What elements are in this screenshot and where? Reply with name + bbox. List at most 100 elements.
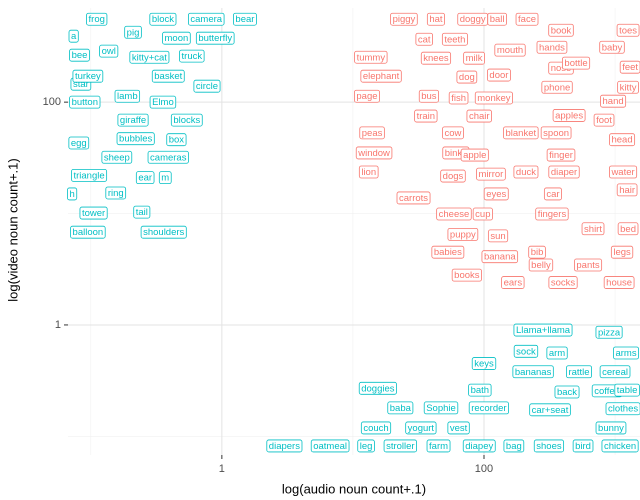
point-label: giraffe	[117, 113, 149, 127]
point-label: hand	[600, 94, 627, 108]
label-text: truck	[182, 51, 203, 62]
label-text: hat	[429, 14, 443, 25]
point-label: Llama+llama	[513, 323, 573, 337]
label-text: hands	[539, 42, 565, 53]
label-box	[68, 29, 79, 43]
point-label: peas	[359, 126, 385, 140]
point-label: bubbles	[116, 132, 155, 146]
point-label: arms	[613, 346, 640, 360]
label-box	[543, 187, 562, 201]
label-box	[456, 70, 478, 84]
label-text: hand	[603, 96, 624, 107]
label-box	[124, 25, 142, 39]
label-box	[447, 421, 470, 435]
label-box	[116, 132, 155, 146]
point-label: turkey	[72, 69, 104, 83]
label-text: owl	[102, 46, 116, 57]
label-text: books	[454, 270, 480, 281]
label-box	[503, 126, 539, 140]
point-label: bee	[69, 48, 90, 62]
label-box	[405, 421, 437, 435]
label-text: cereal	[602, 367, 628, 378]
label-text: socks	[551, 278, 576, 289]
label-text: bananas	[515, 367, 552, 378]
label-box	[535, 207, 569, 221]
point-label: foot	[593, 113, 615, 127]
label-box	[396, 191, 431, 205]
label-box	[562, 56, 591, 70]
label-box	[195, 31, 235, 45]
point-label: bath	[468, 383, 492, 397]
label-box	[595, 325, 623, 339]
point-label: baba	[387, 401, 414, 415]
label-box	[603, 276, 635, 289]
label-text: bag	[506, 441, 522, 452]
label-text: kitty	[620, 82, 637, 93]
point-label: cheese	[436, 207, 472, 221]
label-text: head	[611, 135, 632, 146]
label-text: shoes	[536, 441, 562, 452]
label-text: house	[606, 278, 632, 289]
point-label: egg	[68, 136, 90, 150]
point-label: chair	[466, 109, 492, 123]
label-text: tail	[136, 207, 148, 218]
label-text: sock	[516, 346, 536, 357]
label-box	[414, 109, 438, 123]
point-label: books	[451, 268, 482, 282]
label-text: doggies	[361, 383, 395, 394]
label-box	[487, 68, 511, 82]
point-label: arm	[546, 346, 568, 360]
point-label: apples	[552, 109, 586, 122]
label-text: triangle	[73, 170, 104, 181]
label-box	[357, 439, 375, 453]
x-tick-label: 1	[219, 463, 225, 475]
label-text: fingers	[538, 209, 567, 220]
label-text: window	[357, 148, 390, 159]
label-box	[601, 439, 639, 453]
label-box	[70, 225, 106, 239]
label-text: turkey	[75, 71, 101, 82]
label-text: book	[551, 25, 572, 36]
point-label: owl	[99, 44, 119, 58]
point-label: lion	[358, 165, 379, 179]
point-label: bed	[617, 222, 639, 236]
point-label: carrots	[396, 191, 431, 205]
label-text: dogs	[443, 171, 464, 182]
label-box	[605, 402, 640, 416]
label-box	[529, 403, 571, 417]
point-label: bus	[418, 89, 439, 103]
label-box	[546, 346, 568, 360]
point-label: yogurt	[405, 421, 437, 435]
label-text: bed	[620, 224, 636, 235]
label-box	[546, 148, 576, 162]
label-text: oatmeal	[313, 441, 347, 452]
label-box	[593, 113, 615, 127]
label-box	[614, 383, 640, 397]
label-text: piggy	[393, 14, 416, 25]
label-text: baba	[390, 403, 412, 414]
point-label: a	[68, 29, 79, 43]
label-text: bubbles	[119, 134, 153, 145]
label-text: Sophie	[426, 403, 456, 414]
label-box	[149, 12, 177, 26]
label-text: doggy	[460, 14, 486, 25]
label-text: car+seat	[532, 405, 569, 416]
point-label: banana	[481, 250, 519, 264]
point-label: phone	[541, 80, 573, 94]
label-text: m	[161, 173, 169, 184]
label-box	[503, 439, 525, 453]
label-text: Elmo	[152, 97, 174, 108]
label-text: arms	[615, 348, 636, 359]
point-label: fingers	[535, 207, 569, 221]
label-text: teeth	[444, 34, 465, 45]
label-box	[442, 126, 464, 140]
label-text: page	[356, 91, 377, 102]
label-text: shoulders	[143, 227, 184, 238]
label-box	[170, 113, 203, 127]
point-label: tummy	[354, 50, 388, 64]
label-box	[574, 258, 603, 272]
label-box	[149, 95, 177, 109]
label-text: egg	[71, 138, 87, 149]
point-label: shoes	[533, 439, 565, 453]
